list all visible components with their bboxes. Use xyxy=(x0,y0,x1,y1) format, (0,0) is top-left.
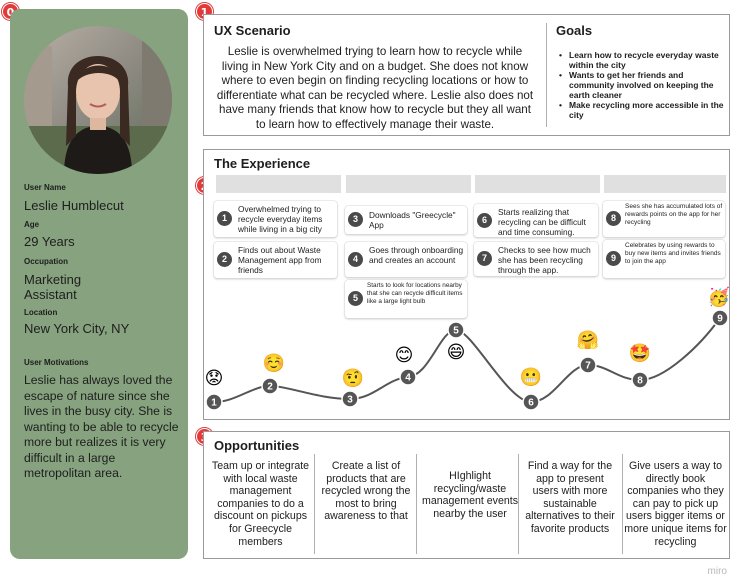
journey-emotion-emoji: 🤗 xyxy=(577,330,599,351)
user-name-label: User Name xyxy=(24,183,66,192)
journey-node xyxy=(631,371,649,389)
step-number: 8 xyxy=(606,211,621,226)
step-number: 3 xyxy=(348,212,363,227)
experience-step: 2 Finds out about Waste Management app f… xyxy=(214,242,337,278)
stage-bar-3 xyxy=(475,175,600,193)
journey-node xyxy=(711,309,729,327)
journey-curve xyxy=(213,317,721,404)
step-text: Starts to look for locations nearby that… xyxy=(367,282,463,305)
location-label: Location xyxy=(24,308,58,317)
scenario-title: UX Scenario xyxy=(214,23,291,38)
step-text: Finds out about Waste Management app fro… xyxy=(238,245,322,275)
opportunity-item: Give users a way to directly book compan… xyxy=(624,460,727,548)
goal-item: Wants to get her friends and community i… xyxy=(559,70,731,100)
stage-bar-4 xyxy=(604,175,726,193)
goal-item: Learn how to recycle everyday waste with… xyxy=(559,50,731,70)
goals-list: Learn how to recycle everyday waste with… xyxy=(559,50,731,120)
scenario-text: Leslie is overwhelmed trying to learn ho… xyxy=(216,45,534,131)
user-name: Leslie Humblecut xyxy=(24,198,124,213)
location-value: New York City, NY xyxy=(24,321,130,336)
step-text: Checks to see how much she has been recy… xyxy=(498,245,591,275)
journey-node-number: 8 xyxy=(637,376,643,387)
opportunity-item: Team up or integrate with local waste ma… xyxy=(211,460,310,548)
journey-node xyxy=(341,390,359,408)
avatar xyxy=(24,26,172,174)
experience-step: 6 Starts realizing that recycling can be… xyxy=(474,204,598,237)
step-text: Celebrates by using rewards to buy new i… xyxy=(625,242,721,265)
journey-node-number: 1 xyxy=(211,398,217,409)
step-number: 9 xyxy=(606,251,621,266)
journey-node xyxy=(579,356,597,374)
experience-step: 5 Starts to look for locations nearby th… xyxy=(345,280,467,318)
step-number: 2 xyxy=(217,252,232,267)
journey-node-number: 2 xyxy=(267,382,273,393)
opportunity-divider xyxy=(416,454,417,554)
journey-node xyxy=(205,393,223,411)
motivations-text: Leslie has always loved the escape of na… xyxy=(24,373,179,480)
experience-step: 1 Overwhelmed trying to recycle everyday… xyxy=(214,201,337,237)
step-number: 6 xyxy=(477,213,492,228)
journey-node xyxy=(399,368,417,386)
opportunities-panel: Opportunities Team up or integrate with … xyxy=(203,431,730,559)
step-text: Goes through onboarding and creates an a… xyxy=(369,245,464,265)
age-label: Age xyxy=(24,220,40,229)
opportunity-divider xyxy=(622,454,623,554)
journey-emotion-emoji: 😊 xyxy=(395,345,414,366)
experience-step: 7 Checks to see how much she has been re… xyxy=(474,242,598,276)
step-text: Starts realizing that recycling can be d… xyxy=(498,207,586,237)
step-number: 4 xyxy=(348,252,363,267)
occupation-label: Occupation xyxy=(24,257,69,266)
miro-watermark: miro xyxy=(707,566,727,577)
avatar-photo xyxy=(24,26,172,174)
opportunity-item: HIghlight recycling/waste management eve… xyxy=(422,470,518,520)
age-value: 29 Years xyxy=(24,234,75,249)
journey-emotion-emoji: 🥳 xyxy=(708,286,730,308)
journey-node-number: 6 xyxy=(528,398,534,409)
opportunity-divider xyxy=(518,454,519,554)
experience-panel: The Experience 1 Overwhelmed trying to r… xyxy=(203,149,730,420)
experience-step: 8 Sees she has accumulated lots of rewar… xyxy=(603,201,725,237)
scenario-panel: UX Scenario Leslie is overwhelmed trying… xyxy=(203,14,730,136)
stage-bar-1 xyxy=(216,175,341,193)
occupation-value-line2: Assistant xyxy=(24,287,77,302)
goals-title: Goals xyxy=(556,23,593,38)
step-number: 5 xyxy=(348,291,363,306)
journey-node-number: 4 xyxy=(405,373,411,384)
journey-emotion-emoji: ☺️ xyxy=(263,353,285,374)
occupation-value-line1: Marketing xyxy=(24,272,82,287)
journey-emotion-emoji: 😬 xyxy=(520,367,542,388)
experience-step: 4 Goes through onboarding and creates an… xyxy=(345,242,467,277)
goal-item: Make recycling more accessible in the ci… xyxy=(559,100,731,120)
journey-emotion-emoji: 🤩 xyxy=(629,343,651,364)
journey-node xyxy=(447,321,465,339)
step-text: Downloads "Greecycle" App xyxy=(369,210,456,230)
stage-bar-2 xyxy=(346,175,471,193)
persona-card: User Name Leslie Humblecut Age 29 Years … xyxy=(10,9,188,559)
opportunity-item: Create a list of products that are recyc… xyxy=(321,460,411,523)
scenario-divider xyxy=(546,23,547,127)
journey-emotion-emoji: 😟 xyxy=(205,368,224,389)
motivations-label: User Motivations xyxy=(24,358,89,367)
experience-step: 3 Downloads "Greecycle" App xyxy=(345,206,467,234)
journey-node-number: 3 xyxy=(347,395,353,406)
journey-emotion-emoji: 🤨 xyxy=(342,368,364,389)
journey-node-number: 5 xyxy=(453,326,459,337)
step-number: 7 xyxy=(477,251,492,266)
step-text: Overwhelmed trying to recycle everyday i… xyxy=(238,204,323,234)
experience-step: 9 Celebrates by using rewards to buy new… xyxy=(603,240,725,278)
journey-emotion-emoji: 😄 xyxy=(447,342,466,363)
journey-node xyxy=(261,377,279,395)
opportunities-title: Opportunities xyxy=(214,438,300,453)
journey-node xyxy=(522,393,540,411)
opportunity-item: Find a way for the app to present users … xyxy=(525,460,615,535)
experience-title: The Experience xyxy=(214,156,311,171)
step-text: Sees she has accumulated lots of rewards… xyxy=(625,203,723,226)
journey-node-number: 7 xyxy=(585,361,591,372)
journey-node-number: 9 xyxy=(717,314,723,325)
step-number: 1 xyxy=(217,211,232,226)
opportunity-divider xyxy=(314,454,315,554)
